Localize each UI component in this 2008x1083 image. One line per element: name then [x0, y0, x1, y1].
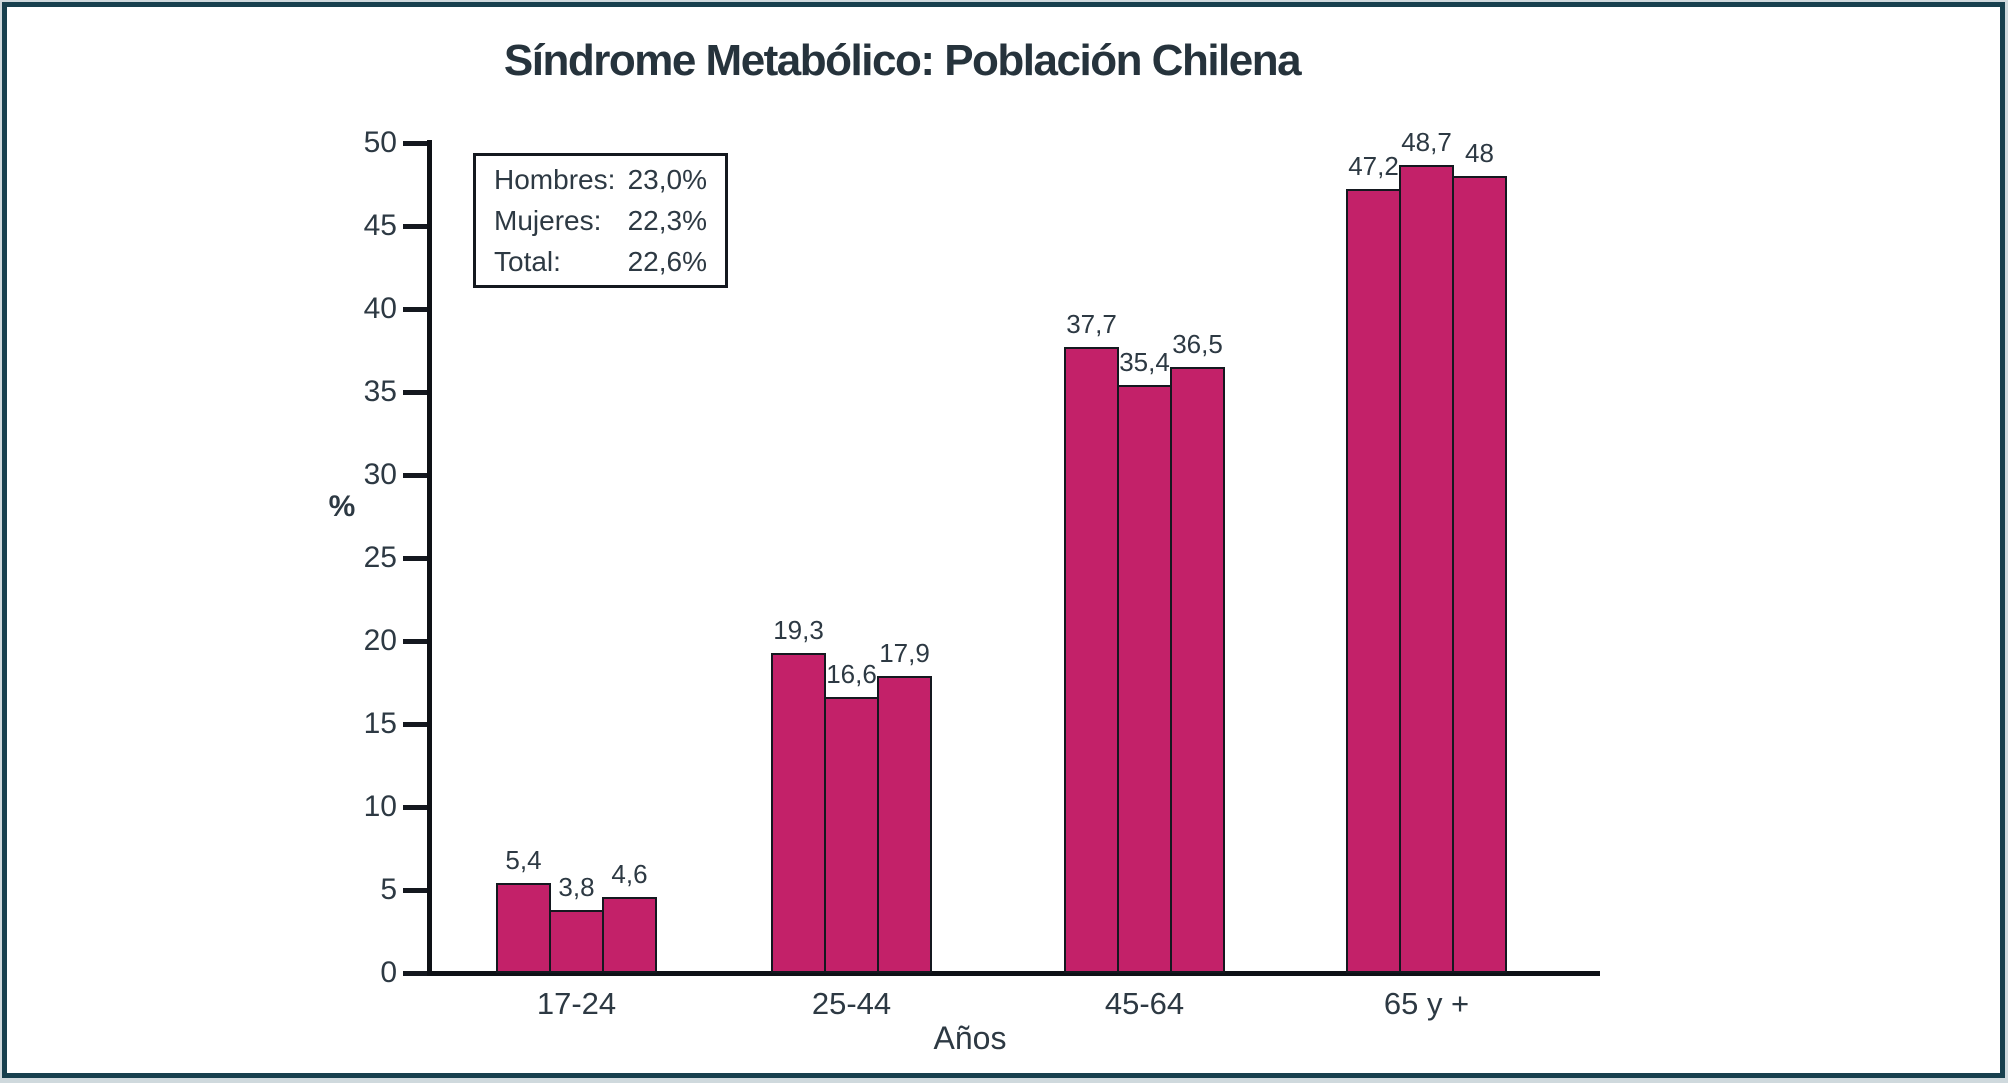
y-tick	[403, 472, 427, 478]
stats-label: Mujeres:	[494, 205, 602, 236]
bar-total-45-64	[1170, 367, 1225, 973]
bar-value-label: 16,6	[826, 659, 877, 689]
bar-value-label: 36,5	[1172, 329, 1223, 359]
y-tick-label: 40	[363, 292, 397, 325]
y-tick	[403, 389, 427, 395]
bar-value-label: 5,4	[505, 845, 542, 875]
y-tick	[403, 721, 427, 727]
bar-value-label: 19,3	[773, 615, 824, 645]
y-tick	[403, 804, 427, 810]
bar-mujeres-65y+	[1399, 165, 1454, 973]
bar-value-label: 3,8	[558, 872, 595, 902]
y-tick	[403, 970, 427, 976]
y-tick	[403, 555, 427, 561]
stats-row-hombres: Hombres: 23,0%	[494, 161, 707, 198]
y-tick-label: 35	[363, 375, 397, 408]
x-tick-label: 25-44	[811, 986, 892, 1021]
x-axis-line	[427, 971, 1600, 976]
stats-box: Hombres: 23,0% Mujeres: 22,3% Total: 22,…	[473, 153, 728, 288]
x-tick-label: 65 y +	[1383, 986, 1470, 1021]
y-tick	[403, 638, 427, 644]
y-tick-label: 5	[380, 873, 397, 906]
y-axis-line	[427, 140, 432, 976]
chart-title: Síndrome Metabólico: Población Chilena	[503, 36, 1302, 85]
bar-hombres-25-44	[771, 653, 826, 973]
stats-value: 22,3%	[627, 205, 707, 236]
bar-mujeres-25-44	[824, 697, 879, 973]
bar-total-65y+	[1452, 176, 1507, 973]
y-tick-label: 15	[363, 707, 397, 740]
y-tick-label: 25	[363, 541, 397, 574]
y-axis-title: %	[328, 490, 356, 523]
bar-value-label: 48	[1465, 138, 1494, 168]
y-tick-label: 0	[380, 956, 397, 989]
bar-hombres-17-24	[496, 883, 551, 973]
stats-value: 23,0%	[627, 164, 707, 195]
y-tick-label: 45	[363, 209, 397, 242]
x-axis-title: Años	[933, 1020, 1007, 1056]
bar-value-label: 35,4	[1119, 347, 1170, 377]
x-tick-label: 45-64	[1104, 986, 1185, 1021]
bar-mujeres-17-24	[549, 910, 604, 973]
x-tick-label: 17-24	[536, 986, 617, 1021]
stats-label: Hombres:	[494, 164, 616, 195]
y-tick-label: 20	[363, 624, 397, 657]
bar-value-label: 47,2	[1348, 151, 1399, 181]
bar-hombres-65y+	[1346, 189, 1401, 973]
bar-hombres-45-64	[1064, 347, 1119, 973]
bar-mujeres-45-64	[1117, 385, 1172, 973]
y-tick	[403, 306, 427, 312]
bar-total-17-24	[602, 897, 657, 973]
stats-value: 22,6%	[627, 246, 707, 277]
bar-value-label: 4,6	[611, 859, 648, 889]
y-tick-label: 30	[363, 458, 397, 491]
bar-value-label: 48,7	[1401, 127, 1452, 157]
bar-value-label: 17,9	[879, 638, 930, 668]
stats-row-total: Total: 22,6%	[494, 243, 707, 280]
y-tick-label: 10	[363, 790, 397, 823]
y-tick	[403, 223, 427, 229]
bar-value-label: 37,7	[1066, 309, 1117, 339]
y-tick-label: 50	[363, 126, 397, 159]
y-tick	[403, 140, 427, 146]
stats-label: Total:	[494, 246, 561, 277]
y-tick	[403, 887, 427, 893]
bar-total-25-44	[877, 676, 932, 973]
stats-row-mujeres: Mujeres: 22,3%	[494, 202, 707, 239]
